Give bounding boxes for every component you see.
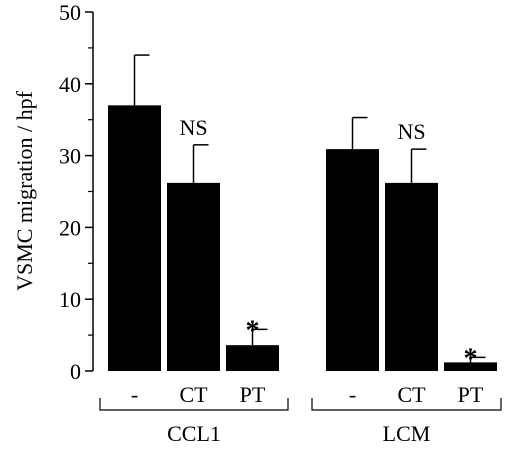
bars (108, 54, 497, 371)
group-label-LCM: LCM (383, 421, 431, 446)
annotation-LCM-PT: * (464, 343, 478, 374)
category-label-CCL1--: - (131, 382, 138, 407)
bar-LCM-CT (385, 182, 438, 371)
y-tick-label-50: 50 (59, 0, 81, 25)
bar-CCL1-- (108, 105, 161, 371)
y-axis-label: VSMC migration / hpf (12, 90, 37, 291)
category-label-LCM-PT: PT (458, 382, 484, 407)
group-bracket-CCL1 (99, 398, 289, 411)
y-tick-label-40: 40 (59, 72, 81, 97)
bar-CCL1-PT (226, 345, 279, 371)
category-label-CCL1-PT: PT (240, 382, 266, 407)
bar-LCM-- (326, 149, 379, 371)
annotation-LCM-CT: NS (397, 119, 425, 144)
category-label-LCM-CT: CT (397, 382, 426, 407)
y-tick-label-10: 10 (59, 287, 81, 312)
category-label-LCM--: - (349, 382, 356, 407)
axes: 0 10 20 30 40 50 (59, 0, 94, 384)
annotation-CCL1-PT: * (246, 315, 260, 346)
annotation-CCL1-CT: NS (179, 115, 207, 140)
bar-CCL1-CT (167, 182, 220, 371)
labels: - NS CT * PT CCL1 - NS CT * PT LCM (99, 115, 502, 446)
y-tick-label-0: 0 (70, 359, 81, 384)
bar-LCM-PT (444, 362, 497, 371)
y-tick-label-20: 20 (59, 215, 81, 240)
group-label-CCL1: CCL1 (167, 421, 221, 446)
group-bracket-LCM (311, 398, 502, 411)
category-label-CCL1-CT: CT (179, 382, 208, 407)
y-tick-label-30: 30 (59, 144, 81, 169)
